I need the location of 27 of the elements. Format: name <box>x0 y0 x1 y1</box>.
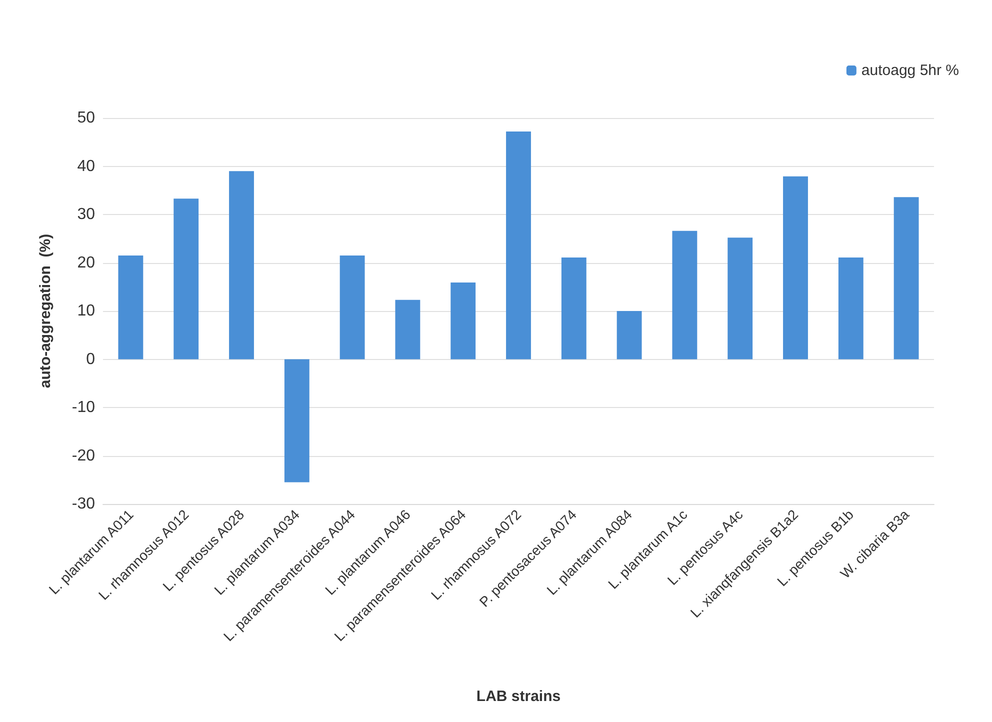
y-tick-label: 30 <box>77 206 96 223</box>
bar <box>229 171 254 360</box>
bar <box>174 198 199 360</box>
bar <box>894 197 919 360</box>
y-tick-label: -20 <box>72 447 96 464</box>
y-tick-label: 20 <box>77 254 96 272</box>
y-tick-label: 40 <box>77 158 96 175</box>
y-tick-label: 0 <box>86 350 96 368</box>
y-tick-label: 10 <box>77 302 96 320</box>
legend-label: autoagg 5hr % <box>861 62 960 79</box>
bar <box>616 311 642 360</box>
y-tick-label: -30 <box>72 496 96 512</box>
bar <box>672 230 698 360</box>
bar <box>284 359 310 482</box>
bar <box>450 282 476 360</box>
bar <box>340 256 365 360</box>
bar <box>561 257 586 360</box>
y-tick-label: -10 <box>72 399 96 416</box>
bar <box>506 132 531 360</box>
x-axis-title: LAB strains <box>476 688 561 705</box>
bar <box>728 238 753 360</box>
bar <box>118 256 144 360</box>
y-tick-label: 50 <box>77 110 96 126</box>
bar <box>395 300 420 360</box>
bar <box>783 176 808 360</box>
y-axis-title: auto-aggregation (%) <box>37 234 54 388</box>
bar <box>838 257 864 360</box>
